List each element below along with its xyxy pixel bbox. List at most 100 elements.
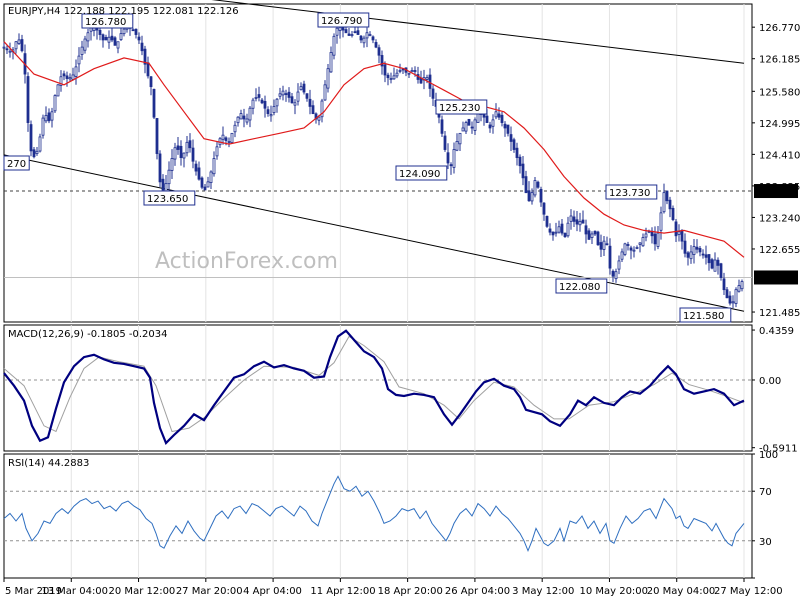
candle-body [371,36,375,41]
candle-body [335,27,339,36]
candle-body [320,100,324,118]
candle-body [668,199,672,210]
candle-body [500,114,504,123]
candle-body [503,123,507,129]
candle-body [152,88,156,118]
candle-body [377,47,381,56]
candle-body [101,34,105,41]
price-annotation-123.730: 123.730 [609,188,650,199]
price-annotation-126.780: 126.780 [85,17,126,28]
candle-body [242,115,246,120]
candle-body [308,98,312,107]
candle-body [233,124,237,133]
candle-body [386,74,390,79]
time-axis-tick: 20 Mar 12:00 [109,586,176,597]
candle-body [695,246,699,250]
candle-body [32,149,36,158]
candle-body [197,167,201,180]
macd-axis-tick: -0.5911 [759,444,798,455]
candle-body [383,64,387,76]
candle-body [587,230,591,240]
candle-body [83,38,87,51]
candle-body [38,136,42,152]
candle-body [284,93,288,95]
time-axis-tick: 27 May 12:00 [714,586,783,597]
candle-body [536,181,540,188]
candle-body [59,76,63,86]
candle-body [392,75,396,80]
candle-body [473,119,477,131]
price-annotation-box [3,155,30,171]
candle-body [614,271,618,280]
candle-body [467,118,471,126]
candle-body [248,107,252,121]
candle-body [251,99,255,109]
candle-body [452,149,456,168]
candle-body [113,37,117,46]
time-axis-tick: 4 Apr 04:00 [243,586,302,597]
candle-body [245,118,249,123]
candle-body [389,78,393,80]
price-annotation-box [555,278,608,294]
candle-body [350,34,354,36]
candle-body [671,207,675,220]
current-price-marker [754,270,798,285]
candle-body [107,36,111,43]
candle-body [542,202,546,215]
candle-body [131,29,135,32]
candle-body [170,158,174,171]
candle-body [299,86,303,91]
candle-body [701,253,705,256]
candle-body [719,263,723,278]
candle-body [161,178,165,191]
candle-body [104,36,108,41]
candle-body [461,127,465,132]
candle-body [29,124,33,152]
candle-body [155,118,159,154]
candle-body [281,90,285,96]
candle-body [698,248,702,253]
candle-body [140,42,144,52]
candle-body [632,249,636,252]
price-annotation-box [81,13,134,29]
candle-body [260,99,264,104]
candle-body [110,35,114,41]
candle-body [317,116,321,121]
price-annotation-box [317,12,370,28]
price-axis-tick: 124.995 [759,119,800,130]
candle-body [395,72,399,77]
candle-body [707,254,711,264]
time-axis-tick: 27 Mar 20:00 [176,586,243,597]
candle-body [167,169,171,185]
candle-body [143,48,147,65]
candle-body [17,39,21,44]
candle-body [173,147,177,160]
candle-body [20,39,24,52]
candle-body [494,111,498,118]
candle-body [608,245,612,269]
candle-body [566,222,570,237]
candle-body [47,112,51,122]
candle-body [623,243,627,255]
candle-body [116,41,120,49]
candle-body [629,247,633,251]
time-axis-tick: 3 May 12:00 [512,586,574,597]
candle-body [491,119,495,127]
candle-body [98,29,102,35]
price-axis-tick: 124.410 [759,150,800,161]
candle-body [191,147,195,162]
level-price-label: 123.730 [757,187,798,198]
candle-body [179,145,183,159]
candle-body [710,259,714,269]
candle-body [311,105,315,114]
price-annotation-121.580: 121.580 [683,311,724,322]
candle-body [287,91,291,98]
candle-body [53,95,57,112]
rsi-axis-tick: 100 [759,450,778,461]
candle-body [290,96,294,104]
candle-body [530,192,534,202]
price-axis-tick: 122.126 [757,273,798,284]
candle-body [596,231,600,246]
candle-body [626,244,630,246]
candle-body [548,228,552,233]
